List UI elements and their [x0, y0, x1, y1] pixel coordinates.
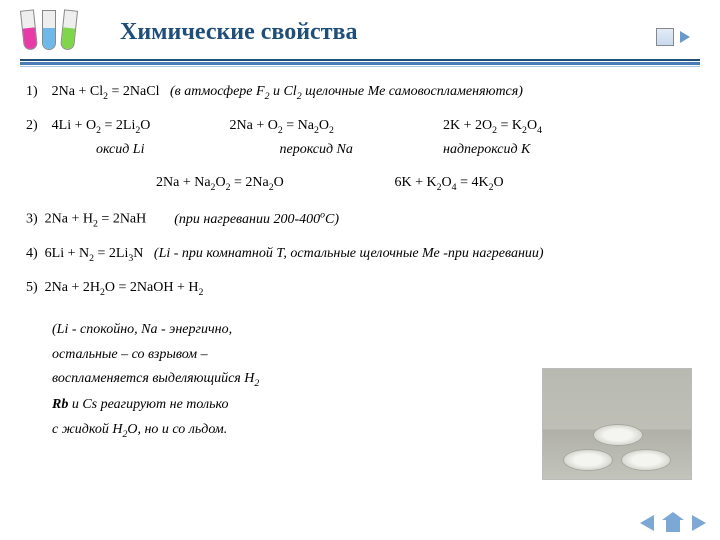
num-2: 2)	[26, 118, 38, 133]
note-1: (Li - спокойно, Na - энергично,	[26, 321, 700, 340]
eq2c2: = K	[497, 118, 522, 133]
n3: (при нагревании 200-400	[174, 212, 320, 227]
eq2e2: O	[442, 175, 452, 190]
eq2b3: O	[319, 118, 329, 133]
n1c: щелочные Ме самовоспламеняются)	[302, 84, 523, 99]
eq3b: = 2NaH	[98, 212, 146, 227]
eq2d: 2Na + Na	[156, 175, 211, 190]
reaction-2-labels: оксид Li пероксид Na надпероксид K	[26, 141, 700, 160]
num-5: 5)	[26, 280, 38, 295]
eq2a2: = 2Li	[101, 118, 135, 133]
eq2e3: = 4K	[457, 175, 489, 190]
eq2d3: = 2Na	[230, 175, 268, 190]
reaction-2-extra: 2Na + Na2O2 = 2Na2O 6K + K2O4 = 4K2O	[26, 174, 700, 194]
eq5: 2Na + 2H	[45, 280, 100, 295]
reaction-1: 1) 2Na + Cl2 = 2NaCl (в атмосфере F2 и C…	[26, 83, 700, 103]
sub2b: пероксид Na	[230, 141, 440, 160]
n1b: и Cl	[269, 84, 296, 99]
n4: (Li - при комнатной Т, остальные щелочны…	[154, 246, 544, 261]
eq1b: = 2NaCl	[108, 84, 159, 99]
experiment-photo	[542, 368, 692, 480]
eq4c: N	[133, 246, 143, 261]
prev-button[interactable]	[640, 515, 654, 531]
eq2e: 6K + K	[395, 175, 437, 190]
num-3: 3)	[26, 212, 38, 227]
top-nav	[656, 28, 690, 46]
reaction-2: 2) 4Li + O2 = 2Li2O 2Na + O2 = Na2O2 2K …	[26, 117, 700, 137]
reaction-4: 4) 6Li + N2 = 2Li3N (Li - при комнатной …	[26, 245, 700, 265]
page-title: Химические свойства	[120, 19, 357, 46]
eq5b: O = 2NaOH + H	[105, 280, 199, 295]
eq2c3: O	[527, 118, 537, 133]
eq2a3: O	[140, 118, 150, 133]
eq2d2: O	[215, 175, 225, 190]
eq2a: 4Li + O	[52, 118, 96, 133]
n5b: O, но и со льдом.	[127, 422, 227, 437]
n5a: с жидкой H	[52, 422, 122, 437]
divider-top	[20, 59, 700, 61]
divider-mid	[20, 62, 700, 65]
eq2b2: = Na	[283, 118, 314, 133]
n3a: воспламеняется выделяющийся H	[52, 371, 254, 386]
num-1: 1)	[26, 84, 38, 99]
home-button[interactable]	[662, 514, 684, 532]
eq2c: 2K + 2O	[443, 118, 492, 133]
n4a: Rb	[52, 397, 68, 412]
eq2b: 2Na + O	[230, 118, 278, 133]
test-tubes-icon	[20, 10, 80, 55]
eq4b: = 2Li	[94, 246, 128, 261]
footer-nav	[640, 514, 706, 532]
n1a: (в атмосфере F	[170, 84, 265, 99]
eq3: 2Na + H	[45, 212, 93, 227]
next-button[interactable]	[692, 515, 706, 531]
sub2a: оксид Li	[26, 141, 226, 160]
nav-next-icon[interactable]	[680, 31, 690, 43]
reaction-5: 5) 2Na + 2H2O = 2NaOH + H2	[26, 279, 700, 299]
num-4: 4)	[26, 246, 38, 261]
n4b: и Cs реагируют не только	[68, 397, 228, 412]
n3b: C)	[325, 212, 339, 227]
eq4: 6Li + N	[45, 246, 89, 261]
eq2e4: O	[493, 175, 503, 190]
nav-square-button[interactable]	[656, 28, 674, 46]
eq2d4: O	[274, 175, 284, 190]
eq1a: 2Na + Cl	[52, 84, 103, 99]
note-2: остальные – со взрывом –	[26, 346, 700, 365]
reaction-3: 3) 2Na + H2 = 2NaH (при нагревании 200-4…	[26, 208, 700, 231]
sub2c: надпероксид K	[443, 141, 530, 160]
